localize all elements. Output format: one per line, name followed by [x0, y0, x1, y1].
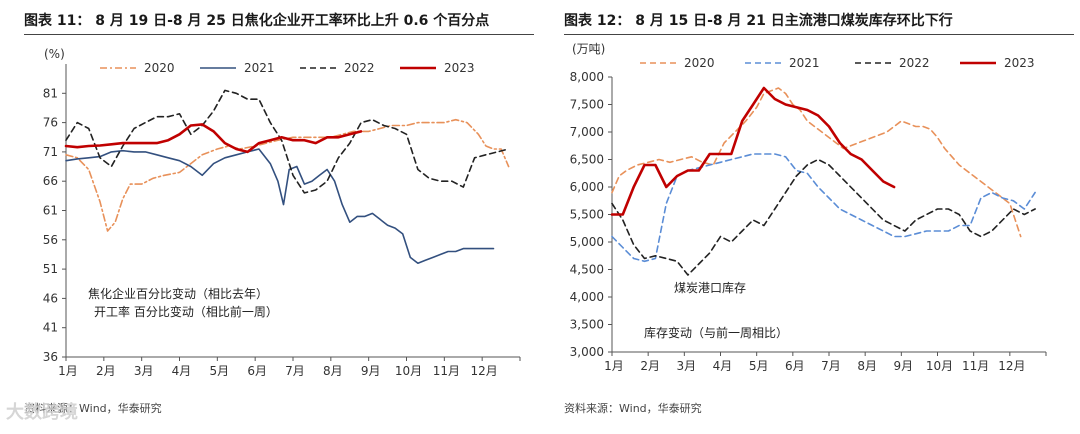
x-tick-label: 4月 [713, 359, 733, 373]
x-tick-label: 12月 [471, 364, 498, 378]
y-axis-unit: (%) [44, 47, 65, 61]
chart-annotation: 开工率 百分比变动（相比前一周） [94, 304, 278, 319]
legend-label: 2022 [899, 56, 930, 70]
series-line-2020 [611, 87, 1022, 238]
y-tick-label: 56 [43, 233, 58, 247]
y-tick-label: 4,000 [570, 290, 604, 304]
y-tick-label: 71 [43, 145, 58, 159]
line-chart: 3,000 3,500 4,000 4,500 5,000 5,500 6,000 6,500… [570, 42, 1047, 373]
x-tick-label: 12月 [998, 359, 1025, 373]
x-tick-label: 10月 [926, 359, 953, 373]
y-tick-label: 5,000 [570, 235, 604, 249]
y-tick-label: 41 [43, 321, 58, 335]
watermark: 大数跨境 [6, 402, 78, 423]
x-tick-label: 5月 [749, 359, 769, 373]
x-tick-label: 4月 [172, 364, 192, 378]
x-tick-label: 3月 [677, 359, 697, 373]
legend-label: 2021 [789, 56, 820, 70]
series-line-2020 [65, 118, 510, 232]
x-tick-label: 10月 [395, 364, 422, 378]
y-tick-label: 3,500 [570, 318, 604, 332]
y-axis-unit: (万吨) [572, 42, 605, 56]
line-chart: 36 41 46 51 56 61 66 71 76 81 1月 2月 3月 4月 5月 6月 7月 8月 9月 10… [43, 47, 521, 378]
chart-panel-left: 图表 11： 8 月 19 日-8 月 25 日焦化企业开工率环比上升 0.6 … [6, 13, 534, 423]
x-tick-label: 1月 [604, 359, 624, 373]
title-divider [24, 34, 534, 35]
x-tick-label: 11月 [962, 359, 989, 373]
x-tick-label: 3月 [134, 364, 154, 378]
y-tick-label: 81 [43, 86, 58, 100]
chart-annotation: 煤炭港口库存 [674, 280, 746, 295]
source-note: 资料来源：Wind，华泰研究 [564, 402, 702, 415]
x-tick-label: 5月 [210, 364, 230, 378]
series-line-2021 [611, 153, 1036, 263]
y-tick-label: 6,500 [570, 153, 604, 167]
y-tick-label: 5,500 [570, 208, 604, 222]
y-tick-label: 3,000 [570, 345, 604, 359]
y-tick-label: 51 [43, 262, 58, 276]
x-tick-label: 8月 [323, 364, 343, 378]
y-tick-label: 6,000 [570, 180, 604, 194]
x-tick-label: 9月 [361, 364, 381, 378]
y-tick-label: 76 [43, 116, 58, 130]
chart-annotation: 库存变动（与前一周相比） [644, 325, 788, 340]
y-tick-label: 46 [43, 291, 58, 305]
chart-title: 图表 11： 8 月 19 日-8 月 25 日焦化企业开工率环比上升 0.6 … [24, 13, 490, 29]
series-line-2023 [64, 123, 363, 154]
legend-label: 2023 [1004, 56, 1035, 70]
y-tick-label: 8,000 [570, 70, 604, 84]
x-tick-label: 6月 [247, 364, 267, 378]
series-line-2021 [65, 148, 495, 264]
legend-label: 2020 [144, 61, 175, 75]
y-tick-label: 61 [43, 204, 58, 218]
y-tick-label: 36 [43, 350, 58, 364]
x-tick-label: 2月 [96, 364, 116, 378]
source-note: 资料来源：Wind，华泰研究 [24, 402, 162, 415]
legend-label: 2021 [244, 61, 275, 75]
x-tick-label: 7月 [821, 359, 841, 373]
x-tick-label: 2月 [640, 359, 660, 373]
x-tick-label: 1月 [58, 364, 78, 378]
x-tick-label: 11月 [433, 364, 460, 378]
y-tick-label: 4,500 [570, 263, 604, 277]
legend-label: 2022 [344, 61, 375, 75]
y-tick-label: 66 [43, 174, 58, 188]
x-tick-label: 7月 [285, 364, 305, 378]
y-tick-label: 7,000 [570, 125, 604, 139]
legend-label: 2023 [444, 61, 475, 75]
legend-label: 2020 [684, 56, 715, 70]
x-tick-label: 6月 [785, 359, 805, 373]
chart-title: 图表 12： 8 月 15 日-8 月 21 日主流港口煤炭库存环比下行 [564, 13, 953, 29]
title-divider [564, 34, 1074, 35]
x-tick-label: 8月 [857, 359, 877, 373]
chart-panel-right: 图表 12： 8 月 15 日-8 月 21 日主流港口煤炭库存环比下行 3,0… [540, 0, 1080, 434]
chart-annotation: 焦化企业百分比变动（相比去年） [88, 286, 268, 301]
series-line-2022 [65, 89, 510, 194]
series-line-2023 [610, 86, 896, 216]
y-tick-label: 7,500 [570, 98, 604, 112]
series-line-2022 [611, 158, 1036, 276]
x-tick-label: 9月 [894, 359, 914, 373]
